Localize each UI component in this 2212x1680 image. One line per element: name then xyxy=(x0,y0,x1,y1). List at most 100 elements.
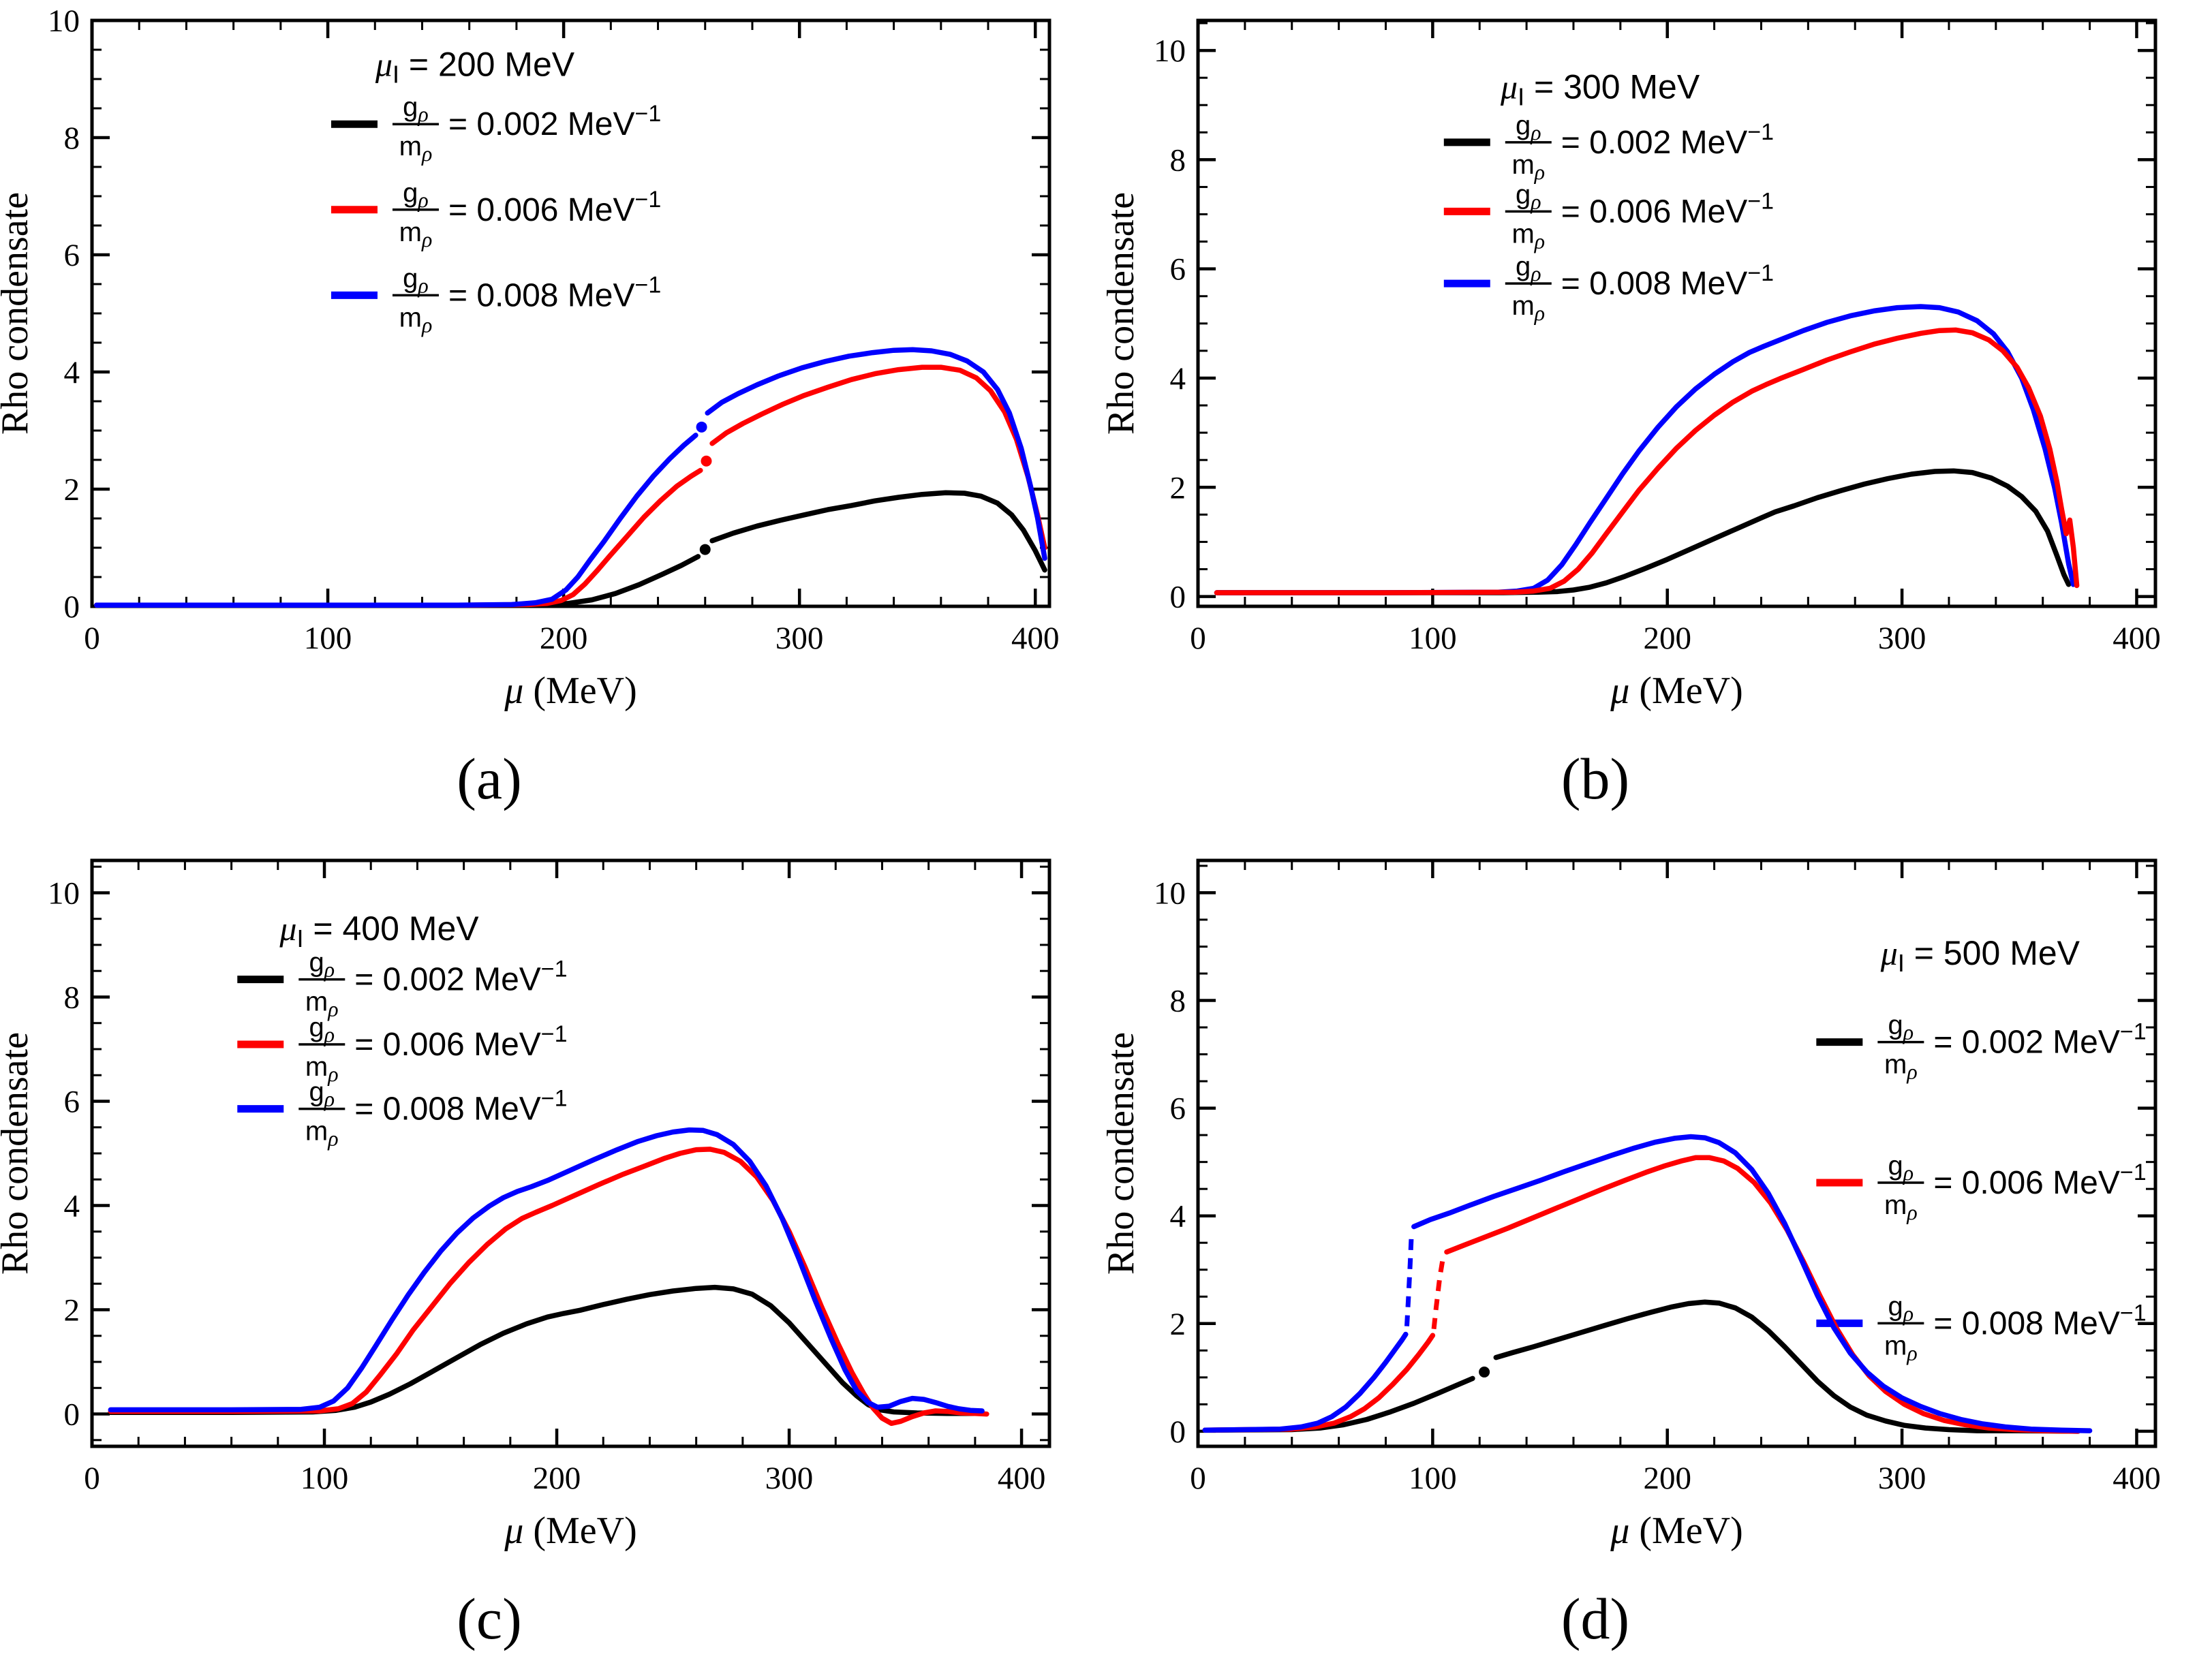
legend-frac-num: gρ xyxy=(1888,1010,1914,1044)
legend-frac-num: gρ xyxy=(403,92,429,126)
x-tick-label-d: 300 xyxy=(1878,1461,1926,1496)
legend-frac-num: gρ xyxy=(403,263,429,297)
legend-frac-num: gρ xyxy=(1516,110,1541,144)
caption-a: (a) xyxy=(457,746,521,811)
legend-frac-den: mρ xyxy=(399,302,433,337)
curve-c-blue xyxy=(108,1127,985,1414)
legend-value: = 0.002 MeV−1 xyxy=(1561,119,1774,161)
legend-frac-num: gρ xyxy=(1888,1291,1914,1325)
curve-d-red-dashed xyxy=(1431,1256,1446,1330)
y-tick-label-c: 8 xyxy=(64,980,80,1015)
legend-title-c: μI = 400 MeV xyxy=(279,909,479,952)
legend-entry-b-0.006: gρ mρ = 0.006 MeV−1 xyxy=(1443,179,1774,253)
curve-d-red xyxy=(1202,1333,1436,1433)
y-axis-label-c: Rho condensate xyxy=(0,1032,36,1275)
y-tick-label-a: 6 xyxy=(64,238,80,273)
y-tick-label-a: 2 xyxy=(64,472,80,508)
legend-value: = 0.008 MeV−1 xyxy=(1933,1300,2146,1341)
legend-entry-c-0.002: gρ mρ = 0.002 MeV−1 xyxy=(237,948,568,1021)
curve-b-black xyxy=(1214,468,2072,595)
legend-entry-a-0.008: gρ mρ = 0.008 MeV−1 xyxy=(331,263,661,337)
legend-frac-num: gρ xyxy=(1516,251,1541,285)
legend-title-a: μI = 200 MeV xyxy=(375,46,575,89)
curve-a-blue xyxy=(94,433,698,608)
legend-title-d: μI = 500 MeV xyxy=(1880,934,2080,977)
curve-dot-a-red xyxy=(701,455,712,467)
legend-value: = 0.008 MeV−1 xyxy=(354,1086,567,1127)
legend-frac-den: mρ xyxy=(1884,1331,1918,1365)
y-tick-label-d: 0 xyxy=(1170,1414,1186,1450)
y-tick-label-b: 0 xyxy=(1170,580,1186,615)
x-tick-label-a: 0 xyxy=(84,621,100,656)
x-tick-label-b: 100 xyxy=(1409,621,1457,656)
legend-value: = 0.008 MeV−1 xyxy=(448,272,661,313)
y-tick-label-a: 0 xyxy=(64,589,80,625)
y-axis-label-d: Rho condensate xyxy=(1106,1032,1142,1275)
curve-c-black xyxy=(108,1284,985,1416)
legend-value: = 0.006 MeV−1 xyxy=(1933,1160,2146,1201)
x-axis-label-d: μ (MeV) xyxy=(1610,1510,1743,1552)
curve-dot-d-black xyxy=(1479,1366,1490,1378)
legend-frac-den: mρ xyxy=(305,1052,339,1086)
legend-entry-b-0.008: gρ mρ = 0.008 MeV−1 xyxy=(1443,251,1774,325)
legend-frac-den: mρ xyxy=(1884,1190,1918,1224)
plot-frame-c xyxy=(90,858,1051,1448)
y-tick-label-c: 10 xyxy=(48,875,80,911)
x-axis-label-c: μ (MeV) xyxy=(504,1510,637,1552)
y-tick-label-c: 4 xyxy=(64,1189,80,1224)
legend-frac-num: gρ xyxy=(1516,179,1541,213)
curve-a-black xyxy=(709,490,1047,573)
curve-b-blue xyxy=(1214,304,2076,595)
legend-value: = 0.008 MeV−1 xyxy=(1561,260,1774,302)
curve-a-blue xyxy=(705,347,1047,561)
curve-a-red xyxy=(709,364,1047,550)
y-tick-label-c: 0 xyxy=(64,1397,80,1433)
caption-b: (b) xyxy=(1561,746,1629,811)
legend-frac-den: mρ xyxy=(1511,291,1545,325)
x-tick-label-b: 200 xyxy=(1643,621,1691,656)
x-tick-label-c: 0 xyxy=(84,1461,100,1496)
legend-frac-num: gρ xyxy=(309,1077,335,1111)
y-tick-label-d: 8 xyxy=(1170,984,1186,1019)
y-tick-label-b: 2 xyxy=(1170,470,1186,505)
y-tick-label-d: 4 xyxy=(1170,1199,1186,1234)
legend-value: = 0.002 MeV−1 xyxy=(448,101,661,142)
legend-value: = 0.006 MeV−1 xyxy=(1561,188,1774,230)
panel-c: 0 100 200 300 400 0 2 4 6 8 10 Rho condensate μ (MeV… xyxy=(0,858,1051,1651)
curve-b-red xyxy=(1214,327,2080,595)
x-axis-label-b: μ (MeV) xyxy=(1610,670,1743,712)
y-tick-label-b: 4 xyxy=(1170,361,1186,396)
legend-entry-b-0.002: gρ mρ = 0.002 MeV−1 xyxy=(1443,110,1774,184)
y-axis-label-a: Rho condensate xyxy=(0,192,36,435)
legend-frac-den: mρ xyxy=(305,1117,339,1151)
x-axis-label-a: μ (MeV) xyxy=(504,670,637,712)
panel-d: 0 100 200 300 400 0 2 4 6 8 10 Rho condensate μ (MeV… xyxy=(1106,858,2161,1651)
x-tick-label-b: 300 xyxy=(1878,621,1926,656)
legend-entry-d-0.002: gρ mρ = 0.002 MeV−1 xyxy=(1816,1010,2147,1084)
y-tick-label-b: 6 xyxy=(1170,252,1186,287)
caption-c: (c) xyxy=(457,1586,521,1651)
y-axis-label-b: Rho condensate xyxy=(1106,192,1142,435)
legend-entry-d-0.008: gρ mρ = 0.008 MeV−1 xyxy=(1816,1291,2147,1365)
x-tick-label-c: 100 xyxy=(301,1461,349,1496)
legend-entry-c-0.008: gρ mρ = 0.008 MeV−1 xyxy=(237,1077,568,1151)
y-tick-label-b: 8 xyxy=(1170,142,1186,178)
legend-entry-a-0.006: gρ mρ = 0.006 MeV−1 xyxy=(331,178,661,251)
x-tick-label-b: 0 xyxy=(1190,621,1206,656)
legend-entry-a-0.002: gρ mρ = 0.002 MeV−1 xyxy=(331,92,661,166)
legend-frac-den: mρ xyxy=(1511,150,1545,184)
curve-d-red xyxy=(1444,1155,2081,1434)
legend-frac-num: gρ xyxy=(403,178,429,212)
x-tick-label-a: 400 xyxy=(1011,621,1060,656)
legend-value: = 0.002 MeV−1 xyxy=(354,956,567,998)
legend-frac-den: mρ xyxy=(1511,219,1545,253)
x-tick-label-a: 100 xyxy=(304,621,352,656)
legend-title-b: μI = 300 MeV xyxy=(1500,67,1700,110)
x-tick-label-c: 400 xyxy=(998,1461,1046,1496)
y-tick-label-a: 10 xyxy=(48,3,80,39)
legend-frac-num: gρ xyxy=(309,1012,335,1046)
y-tick-label-d: 10 xyxy=(1154,875,1186,911)
legend-entry-c-0.006: gρ mρ = 0.006 MeV−1 xyxy=(237,1012,568,1086)
x-tick-label-b: 400 xyxy=(2113,621,2161,656)
